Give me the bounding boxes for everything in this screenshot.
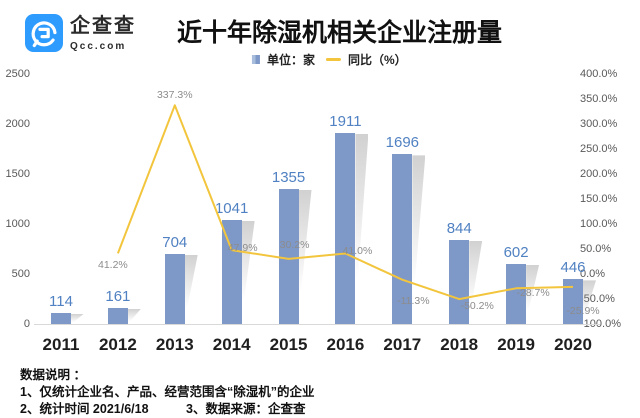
bar-value-label: 704 (162, 233, 188, 251)
yoy-value-label: 41.2% (97, 259, 128, 272)
x-axis-label: 2020 (554, 335, 592, 354)
logo-domain: Qcc.com (70, 41, 127, 52)
footnote-source: 3、数据来源：企查查 (186, 402, 306, 416)
bar-2013 (164, 253, 185, 324)
footnote-line-2: 2、统计时间 2021/6/18 3、数据来源：企查查 (20, 401, 314, 418)
x-axis-label: 2017 (383, 335, 422, 354)
bar-2014 (221, 219, 242, 324)
bar-value-label: 844 (446, 219, 472, 237)
bar-value-label: 161 (105, 287, 131, 305)
line-legend-swatch-icon (325, 58, 341, 61)
yoy-line-chart (116, 104, 574, 301)
bar-shadow (298, 189, 312, 316)
logo-text: 企查查 Qcc.com (70, 14, 136, 52)
x-axis-label: 2011 (42, 335, 80, 354)
y-axis-right-tick: 350.0% (580, 93, 618, 105)
footnote-line-1: 1、仅统计企业名、产品、经营范围含“除湿机”的企业 (20, 385, 315, 399)
y-axis-right-tick: 250.0% (580, 143, 618, 155)
bar-value-label: 602 (503, 243, 529, 261)
y-axis-right-tick: 50.0% (580, 243, 612, 255)
bar-2012 (107, 307, 128, 324)
y-axis-left-tick: 0 (23, 318, 30, 330)
bar-2011 (51, 312, 71, 324)
bar-2015 (278, 188, 299, 324)
logo-name: 企查查 (70, 15, 136, 37)
bar-shadow (184, 254, 198, 321)
x-axis-label: 2015 (269, 335, 308, 354)
y-axis-right-tick: 0.0% (580, 268, 606, 280)
x-axis-label: 2018 (440, 335, 479, 354)
y-axis-left-tick: 500 (11, 268, 30, 280)
bar-value-label: 1355 (271, 168, 306, 186)
y-axis-left-tick: 2500 (5, 68, 30, 80)
qcc-logo-icon (25, 14, 63, 52)
x-axis-label: 2016 (326, 335, 365, 354)
bar-value-label: 1041 (214, 199, 249, 217)
bar-value-label: 114 (49, 292, 73, 310)
y-axis-left-tick: 1500 (5, 168, 30, 180)
qcc-logo: 企查查 Qcc.com (25, 14, 136, 52)
yoy-value-label: 30.2% (279, 238, 310, 251)
line-legend-label: 同比（%） (347, 53, 407, 67)
yoy-value-label: 47.9% (227, 242, 258, 255)
yoy-value-label: -28.7% (516, 287, 550, 300)
yoy-value-label: -11.3% (397, 294, 430, 307)
y-axis-right-tick: 100.0% (580, 218, 618, 230)
x-axis-label: 2013 (155, 335, 194, 354)
page-title: 近十年除湿机相关企业注册量 (176, 19, 503, 47)
bar-shadow (241, 220, 255, 318)
y-axis-right-tick: 300.0% (580, 118, 618, 130)
bar-value-label: 446 (560, 259, 586, 277)
footnote-stat-time: 2、统计时间 2021/6/18 (20, 402, 149, 416)
chart-footnotes: 数据说明 ： 1、仅统计企业名、产品、经营范围含“除湿机”的企业 2、统计时间 … (20, 367, 314, 418)
x-axis-label: 2012 (98, 335, 137, 354)
y-axis-right-tick: -100.0% (580, 318, 621, 330)
x-axis-label: 2019 (497, 335, 536, 354)
bar-shadow (127, 308, 141, 324)
x-axis-label: 2014 (212, 335, 251, 354)
x-axis-line (34, 324, 600, 325)
footnote-heading: 数据说明 ： (20, 368, 86, 382)
bar-shadow (355, 133, 369, 312)
bar-shadow (71, 313, 84, 325)
bar-value-label: 1696 (385, 134, 420, 152)
y-axis-left-tick: 1000 (5, 218, 30, 230)
bar-legend-label: 单位：家 (266, 53, 315, 67)
yoy-value-label: 41.0% (342, 244, 373, 257)
bar-value-label: 1911 (329, 112, 362, 130)
yoy-value-label: 337.3% (156, 89, 193, 102)
y-axis-left-tick: 2000 (5, 118, 30, 130)
y-axis-right-tick: -50.0% (580, 293, 615, 305)
y-axis-right-tick: 400.0% (580, 68, 618, 80)
bar-2016 (335, 132, 356, 324)
bar-shadow (412, 155, 426, 314)
bar-legend-swatch-icon (251, 55, 260, 64)
chart-plot-area: 0 500 1000 1500 2000 2500 400.0% 350.0% 300.0% 25… (0, 60, 640, 360)
bar-2020 (563, 279, 583, 324)
yoy-value-label: -50.2% (460, 300, 494, 313)
chart-legend: 单位：家 同比（%） (251, 51, 407, 68)
y-axis-right-tick: 200.0% (580, 168, 618, 180)
yoy-value-label: -25.9% (566, 304, 600, 317)
y-axis-right-tick: 150.0% (580, 193, 618, 205)
